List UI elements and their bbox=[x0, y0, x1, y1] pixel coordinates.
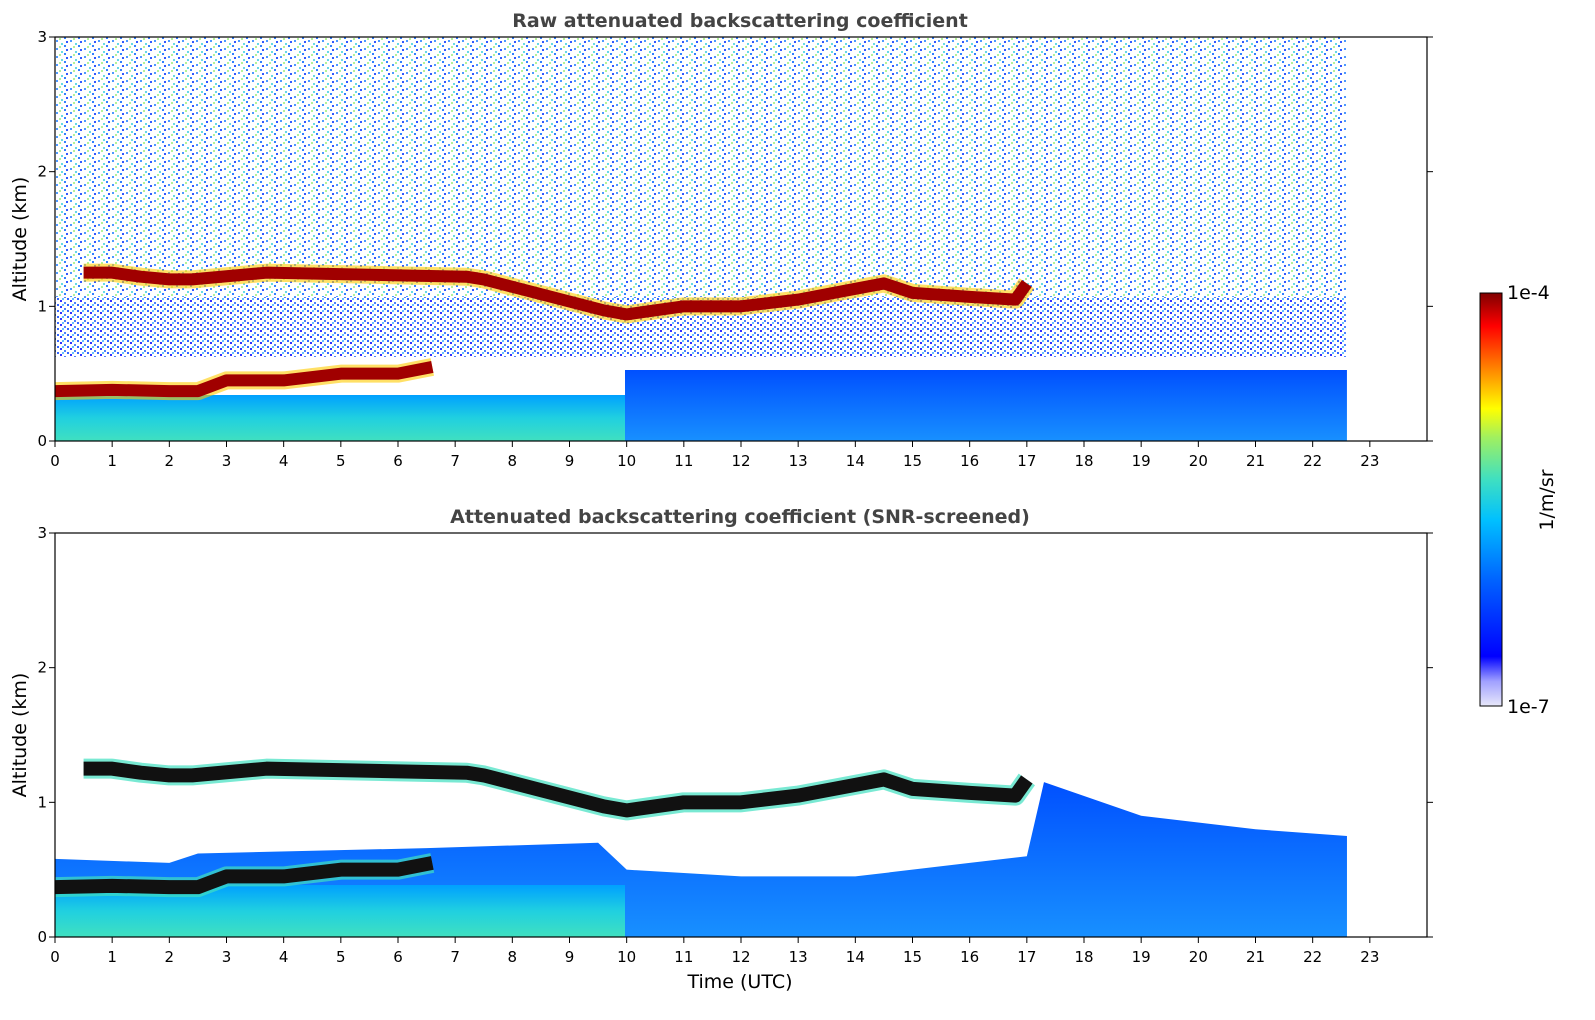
panel-screened-heatmap bbox=[55, 758, 1347, 937]
x-tick-label: 16 bbox=[960, 452, 979, 470]
x-tick-label: 14 bbox=[846, 948, 865, 966]
x-tick-label: 13 bbox=[789, 452, 808, 470]
screened-cloud-layer-line bbox=[83, 761, 1033, 818]
x-tick-label: 6 bbox=[393, 452, 403, 470]
raw-cloud-layer-line bbox=[83, 266, 1032, 321]
x-tick-label: 15 bbox=[903, 948, 922, 966]
colorbar: 1e-4 1e-7 1/m/sr bbox=[1479, 282, 1558, 718]
x-tick-label: 14 bbox=[846, 452, 865, 470]
raw-lower-fill bbox=[625, 370, 1347, 441]
x-tick-label: 22 bbox=[1303, 452, 1322, 470]
colorbar-min-label: 1e-7 bbox=[1507, 696, 1550, 718]
x-tick-label: 15 bbox=[903, 452, 922, 470]
x-tick-label: 1 bbox=[107, 452, 117, 470]
x-tick-label: 2 bbox=[165, 452, 175, 470]
x-tick-label: 3 bbox=[222, 948, 232, 966]
x-tick-label: 21 bbox=[1246, 452, 1265, 470]
x-tick-label: 10 bbox=[617, 452, 636, 470]
panel-raw-title: Raw attenuated backscattering coefficien… bbox=[512, 10, 968, 32]
x-tick-label: 0 bbox=[50, 948, 60, 966]
x-tick-label: 4 bbox=[279, 452, 289, 470]
y-tick-label: 0 bbox=[37, 432, 47, 450]
x-tick-label: 6 bbox=[393, 948, 403, 966]
x-tick-label: 22 bbox=[1303, 948, 1322, 966]
x-tick-label: 5 bbox=[336, 452, 346, 470]
x-tick-label: 9 bbox=[565, 452, 575, 470]
y-tick-label: 2 bbox=[37, 659, 47, 677]
screened-layers bbox=[55, 758, 1035, 898]
y-tick-label: 1 bbox=[37, 297, 47, 315]
x-tick-label: 12 bbox=[731, 452, 750, 470]
colorbar-gradient bbox=[1479, 292, 1503, 707]
x-tick-label: 17 bbox=[1017, 948, 1036, 966]
raw-noise-upper bbox=[55, 37, 1347, 297]
panel-screened-x-ticks: 0 1 2 3 4 5 6 7 8 9 10 11 12 13 14 15 16 17 18 19 20 21 22 23 bbox=[50, 937, 1379, 966]
x-tick-label: 13 bbox=[789, 948, 808, 966]
colorbar-max-label: 1e-4 bbox=[1507, 282, 1550, 304]
x-tick-label: 5 bbox=[336, 948, 346, 966]
x-tick-label: 12 bbox=[731, 948, 750, 966]
panel-screened-y-ticks: 0 1 2 3 bbox=[37, 524, 1433, 946]
raw-boundary-layer-fill bbox=[55, 395, 625, 441]
x-tick-label: 2 bbox=[165, 948, 175, 966]
x-tick-label: 20 bbox=[1189, 452, 1208, 470]
x-tick-label: 19 bbox=[1132, 948, 1151, 966]
panel-screened-title: Attenuated backscattering coefficient (S… bbox=[450, 506, 1030, 528]
x-tick-label: 11 bbox=[674, 452, 693, 470]
x-tick-label: 19 bbox=[1132, 452, 1151, 470]
x-tick-label: 7 bbox=[450, 452, 460, 470]
panel-raw-y-ticks: 0 1 2 3 bbox=[37, 28, 1433, 450]
panel-raw-x-ticks: 0 1 2 3 4 5 6 7 8 9 10 11 12 13 14 15 16 17 18 19 20 21 22 23 bbox=[50, 441, 1379, 470]
panel-screened-y-label: Altitude (km) bbox=[9, 673, 31, 798]
x-tick-label: 11 bbox=[674, 948, 693, 966]
panel-raw: Raw attenuated backscattering coefficien… bbox=[9, 10, 1433, 470]
x-tick-label: 3 bbox=[222, 452, 232, 470]
x-tick-label: 7 bbox=[450, 948, 460, 966]
panel-screened: Attenuated backscattering coefficient (S… bbox=[9, 506, 1433, 993]
x-tick-label: 10 bbox=[617, 948, 636, 966]
x-tick-label: 16 bbox=[960, 948, 979, 966]
y-tick-label: 0 bbox=[37, 928, 47, 946]
raw-no-data-region bbox=[1346, 37, 1427, 441]
x-tick-label: 4 bbox=[279, 948, 289, 966]
x-tick-label: 18 bbox=[1074, 452, 1093, 470]
x-tick-label: 8 bbox=[508, 452, 518, 470]
x-tick-label: 9 bbox=[565, 948, 575, 966]
y-tick-label: 3 bbox=[37, 28, 47, 46]
y-tick-label: 1 bbox=[37, 793, 47, 811]
raw-layers bbox=[55, 37, 1427, 441]
x-tick-label: 0 bbox=[50, 452, 60, 470]
x-tick-label: 18 bbox=[1074, 948, 1093, 966]
panel-raw-y-label: Altitude (km) bbox=[9, 177, 31, 302]
x-tick-label: 23 bbox=[1360, 948, 1379, 966]
x-axis-label: Time (UTC) bbox=[686, 971, 792, 993]
y-tick-label: 3 bbox=[37, 524, 47, 542]
screened-boundary-layer-line bbox=[55, 856, 434, 895]
y-tick-label: 2 bbox=[37, 163, 47, 181]
raw-boundary-layer-line bbox=[55, 361, 434, 398]
x-tick-label: 8 bbox=[508, 948, 518, 966]
x-tick-label: 1 bbox=[107, 948, 117, 966]
x-tick-label: 23 bbox=[1360, 452, 1379, 470]
x-tick-label: 20 bbox=[1189, 948, 1208, 966]
colorbar-unit-label: 1/m/sr bbox=[1536, 469, 1558, 530]
x-tick-label: 21 bbox=[1246, 948, 1265, 966]
panel-raw-heatmap bbox=[55, 37, 1427, 441]
x-tick-label: 17 bbox=[1017, 452, 1036, 470]
